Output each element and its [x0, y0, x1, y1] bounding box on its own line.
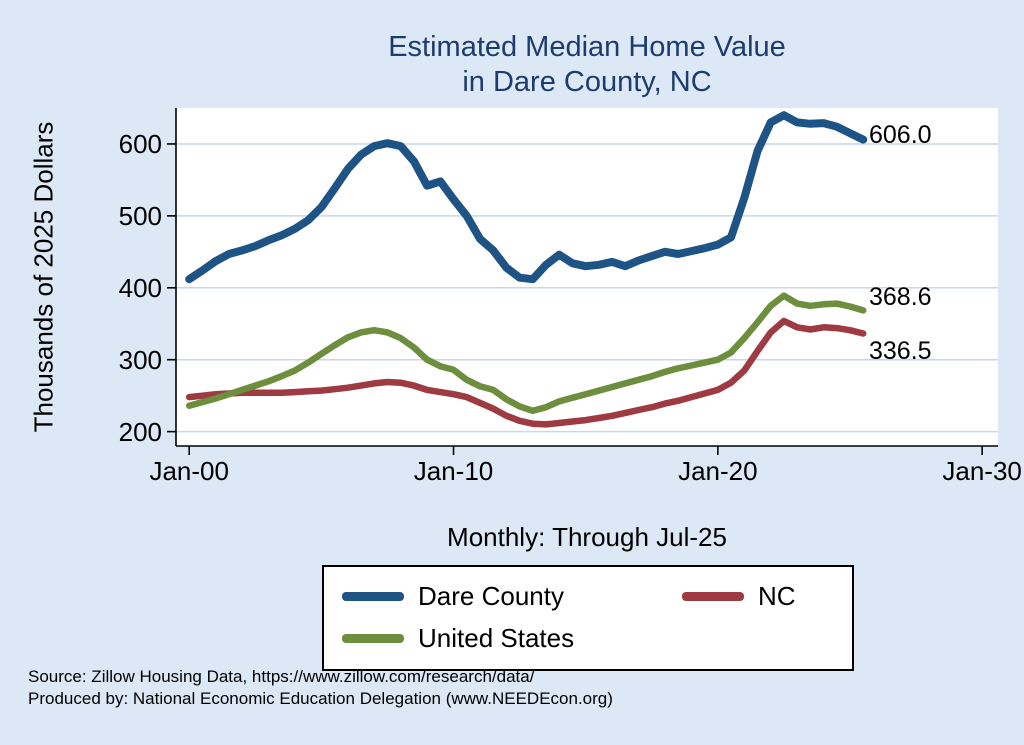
- legend-label-united-states: United States: [418, 622, 575, 653]
- chart-title-line2: in Dare County, NC: [462, 66, 712, 99]
- end-label-dare-county: 606.0: [869, 121, 932, 150]
- legend-swatch-dare-county: [342, 591, 404, 601]
- legend-swatch-nc: [682, 591, 744, 601]
- series-line-nc: [185, 317, 867, 428]
- source-note: Source: Zillow Housing Data, https://www…: [28, 666, 613, 710]
- legend-label-nc: NC: [758, 580, 796, 611]
- y-tick-label: 600: [118, 128, 162, 159]
- source-line-2: Produced by: National Economic Education…: [28, 689, 613, 708]
- series-line-united-states: [185, 292, 867, 415]
- plot-svg: [167, 108, 998, 455]
- legend-swatch-united-states: [342, 633, 404, 643]
- y-tick-label: 500: [118, 200, 162, 231]
- y-tick-label: 400: [118, 272, 162, 303]
- legend-item-united-states: United States: [342, 619, 682, 657]
- y-tick-label: 200: [118, 416, 162, 447]
- x-tick-label: Jan-20: [678, 456, 758, 486]
- legend: Dare County NC United States: [322, 565, 854, 671]
- end-label-united-states-value: 368.6: [869, 283, 932, 311]
- end-label-nc: 336.5: [869, 337, 932, 366]
- plot-area: [167, 108, 998, 455]
- y-axis-label-text: Thousands of 2025 Dollars: [28, 121, 59, 433]
- source-line-1: Source: Zillow Housing Data, https://www…: [28, 667, 535, 686]
- legend-item-nc: NC: [682, 577, 852, 615]
- end-label-dare-county-value: 606.0: [869, 121, 932, 149]
- x-tick-label: Jan-00: [149, 456, 229, 486]
- y-tick-label: 300: [118, 344, 162, 375]
- x-axis-note: Monthly: Through Jul-25: [447, 522, 727, 552]
- legend-label-dare-county: Dare County: [418, 580, 564, 611]
- chart-title-line1: Estimated Median Home Value: [388, 31, 786, 63]
- end-label-nc-value: 336.5: [869, 337, 932, 365]
- legend-item-dare-county: Dare County: [342, 577, 682, 615]
- chart-title: Estimated Median Home Value in Dare Coun…: [176, 30, 998, 101]
- x-tick-label: Jan-30: [942, 456, 1022, 486]
- x-tick-label: Jan-10: [413, 456, 494, 486]
- series-line-dare-county: [185, 111, 868, 284]
- end-label-united-states: 368.6: [869, 283, 932, 312]
